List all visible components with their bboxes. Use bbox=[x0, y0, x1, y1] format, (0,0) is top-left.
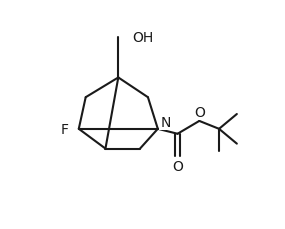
Text: O: O bbox=[194, 106, 205, 120]
Text: F: F bbox=[61, 122, 69, 136]
Text: OH: OH bbox=[132, 31, 153, 45]
Text: N: N bbox=[160, 115, 171, 129]
Text: O: O bbox=[172, 160, 183, 174]
